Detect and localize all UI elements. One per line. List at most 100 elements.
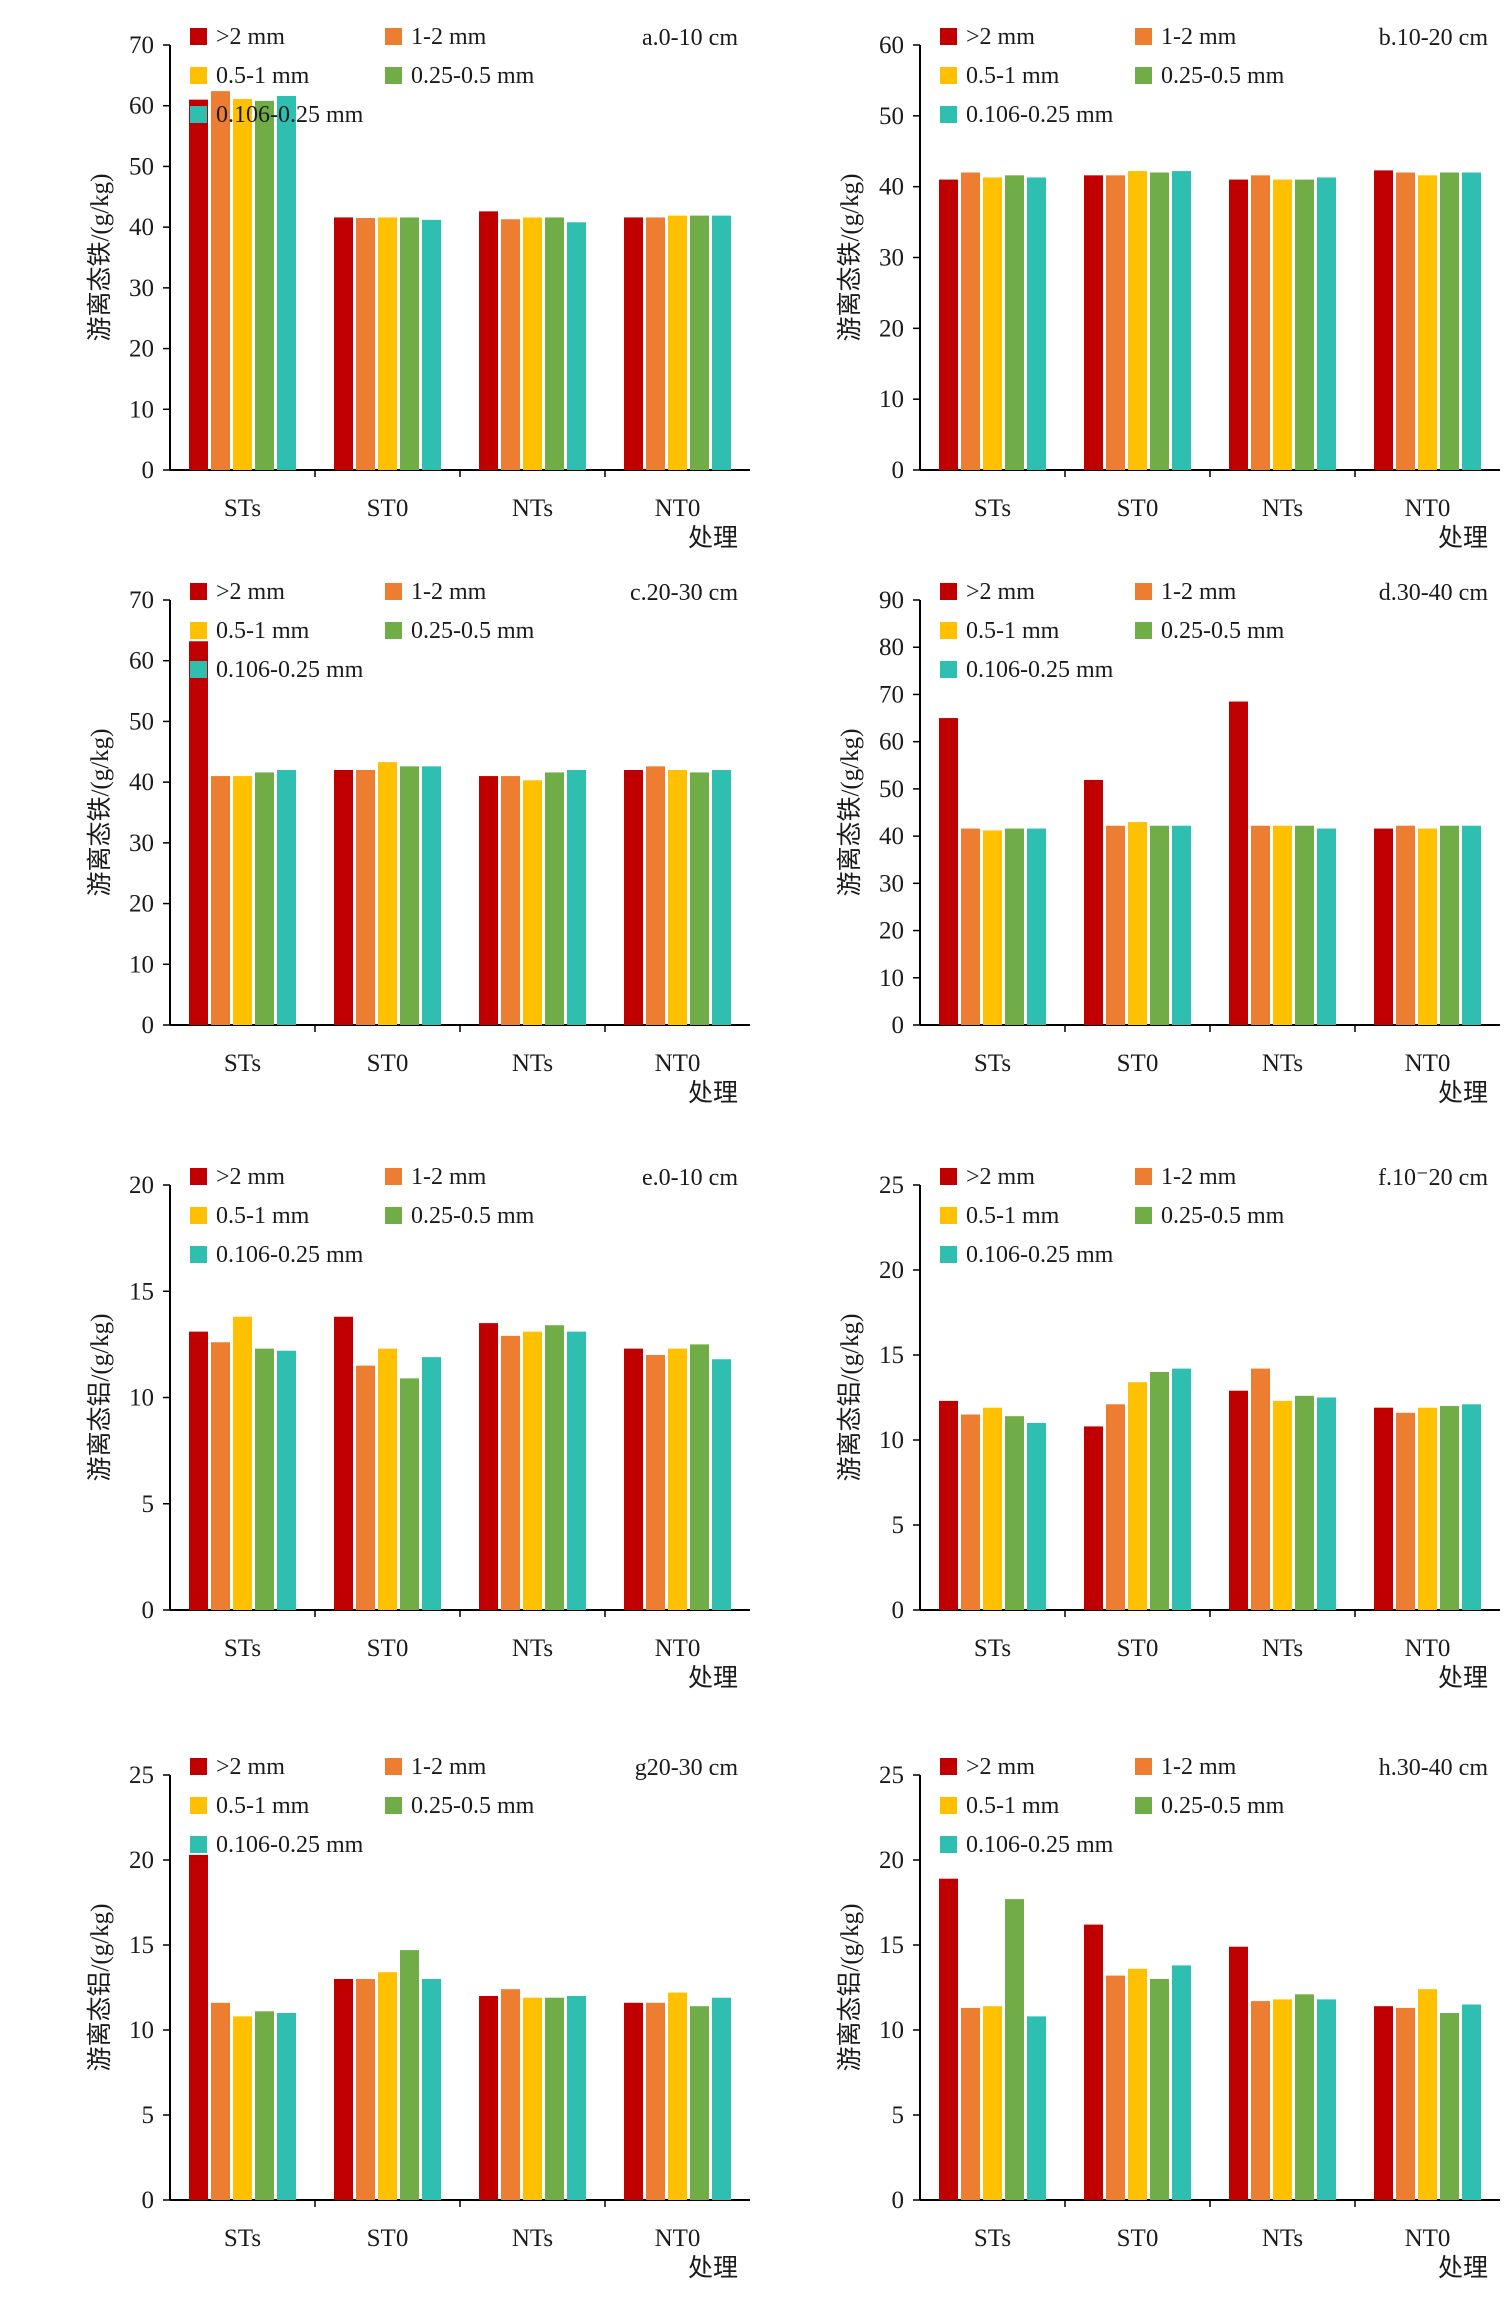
bar-NT0-series-3 [1418, 1407, 1437, 1610]
x-tick-label: ST0 [1117, 1635, 1159, 1662]
bar-NTs-series-1 [479, 1996, 498, 2200]
y-tick-label: 10 [129, 2017, 154, 2044]
bar-NTs-series-3 [1273, 825, 1292, 1025]
legend-swatch [940, 622, 957, 639]
bar-NT0-series-3 [668, 1992, 687, 2200]
y-tick-label: 40 [129, 214, 154, 241]
y-tick-label: 10 [129, 1385, 154, 1412]
bar-NTs-series-5 [567, 1331, 586, 1610]
x-tick-label: ST0 [1117, 1050, 1159, 1077]
x-tick-label: NT0 [1405, 2225, 1451, 2252]
bar-ST0-series-4 [400, 1378, 419, 1610]
x-tick-label: ST0 [367, 1635, 409, 1662]
y-tick-label: 60 [129, 93, 154, 120]
bar-ST0-series-3 [1128, 171, 1147, 471]
bar-NTs-series-3 [1273, 179, 1292, 471]
x-tick-label: NTs [512, 2225, 553, 2252]
legend-swatch [385, 1207, 402, 1224]
y-tick-label: 60 [879, 32, 904, 59]
chart-panel-h: 0 5 10 15 20 25 游离态铝/(g/kg) STs ST0 NTs NT0 处理 h.30-… [770, 1745, 1510, 2315]
legend-swatch [940, 67, 957, 84]
bar-STs-series-1 [189, 99, 208, 471]
bar-ST0-series-4 [1150, 1372, 1169, 1610]
bar-STs-series-2 [961, 172, 980, 470]
bar-ST0-series-4 [400, 766, 419, 1025]
x-tick-label: NT0 [655, 2225, 701, 2252]
bar-NT0-series-2 [646, 766, 665, 1025]
y-tick-label: 50 [129, 153, 154, 180]
legend-label: >2 mm [216, 579, 285, 605]
bar-NT0-series-5 [712, 215, 731, 470]
bar-NTs-series-4 [545, 772, 564, 1025]
y-tick-label: 20 [129, 1847, 154, 1874]
y-axis-label: 游离态铝/(g/kg) [86, 1903, 114, 2071]
x-axis-label: 处理 [1438, 1079, 1488, 1107]
bar-NTs-series-5 [567, 1996, 586, 2200]
bar-ST0-series-5 [1172, 1368, 1191, 1610]
y-tick-label: 5 [892, 2102, 905, 2129]
bar-NTs-series-1 [479, 776, 498, 1025]
bar-STs-series-1 [939, 718, 958, 1025]
y-tick-label: 15 [129, 1932, 154, 1959]
chart-svg: 0 10 20 30 40 50 60 70 游离态铁/(g/kg) STs ST0 NTs NT0处理… [86, 24, 750, 552]
legend-swatch [1135, 622, 1152, 639]
bar-NT0-series-4 [690, 772, 709, 1025]
legend-label: 0.25-0.5 mm [1161, 63, 1285, 89]
y-tick-label: 15 [879, 1342, 904, 1369]
bar-NT0-series-2 [646, 217, 665, 470]
legend-label: 0.25-0.5 mm [1161, 1793, 1285, 1819]
bar-ST0-series-1 [334, 217, 353, 470]
chart-title: a.0-10 cm [642, 25, 738, 51]
bar-ST0-series-3 [1128, 1968, 1147, 2200]
x-tick-label: NT0 [1405, 495, 1451, 522]
bar-NTs-series-3 [1273, 1999, 1292, 2200]
x-axis-label: 处理 [1438, 2254, 1488, 2282]
x-tick-label: ST0 [1117, 2225, 1159, 2252]
legend-label: 0.25-0.5 mm [411, 618, 535, 644]
bar-NTs-series-5 [1317, 177, 1336, 471]
y-tick-label: 20 [879, 1257, 904, 1284]
x-axis-label: 处理 [688, 524, 738, 552]
legend-swatch [385, 1797, 402, 1814]
x-tick-label: NT0 [655, 1050, 701, 1077]
bar-NTs-series-4 [545, 217, 564, 470]
bar-NTs-series-1 [479, 1323, 498, 1610]
bar-STs-series-2 [211, 1342, 230, 1610]
y-axis-label: 游离态铁/(g/kg) [86, 728, 114, 896]
bar-ST0-series-2 [1106, 1404, 1125, 1610]
y-tick-label: 40 [879, 174, 904, 201]
y-tick-label: 10 [879, 1427, 904, 1454]
bar-NTs-series-4 [1295, 1994, 1314, 2200]
legend-swatch [190, 1797, 207, 1814]
legend-swatch [190, 583, 207, 600]
bar-STs-series-5 [1027, 2016, 1046, 2200]
bar-STs-series-4 [1005, 175, 1024, 471]
legend-swatch [190, 1168, 207, 1185]
y-tick-label: 5 [892, 1512, 905, 1539]
legend-label: 1-2 mm [411, 1754, 487, 1780]
bar-STs-series-5 [277, 770, 296, 1025]
y-tick-label: 80 [879, 634, 904, 661]
chart-panel-c: 0 10 20 30 40 50 60 70 游离态铁/(g/kg) STs ST0 NTs NT0 处理… [20, 570, 760, 1140]
chart-title: e.0-10 cm [642, 1165, 738, 1191]
legend-label: 0.25-0.5 mm [411, 1203, 535, 1229]
bar-NTs-series-5 [567, 770, 586, 1025]
x-tick-label: NTs [1262, 2225, 1303, 2252]
bar-NT0-series-4 [690, 215, 709, 470]
legend-label: 0.106-0.25 mm [216, 657, 364, 683]
legend-swatch [385, 583, 402, 600]
legend-swatch [190, 1207, 207, 1224]
bar-STs-series-3 [983, 177, 1002, 471]
legend-swatch [940, 106, 957, 123]
x-tick-label: NT0 [655, 1635, 701, 1662]
bar-ST0-series-5 [1172, 1965, 1191, 2200]
x-tick-label: STs [224, 495, 261, 522]
bar-STs-series-1 [189, 1854, 208, 2200]
y-tick-label: 10 [879, 2017, 904, 2044]
legend-swatch [1135, 67, 1152, 84]
bar-NT0-series-5 [712, 770, 731, 1025]
legend-label: 0.106-0.25 mm [216, 102, 364, 128]
bar-ST0-series-4 [1150, 172, 1169, 470]
bar-NT0-series-1 [1374, 1407, 1393, 1610]
legend-swatch [940, 1758, 957, 1775]
